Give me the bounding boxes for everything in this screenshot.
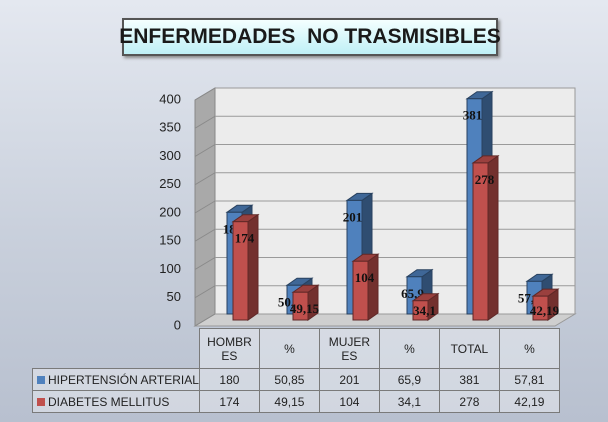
- y-tick-label: 0: [174, 317, 181, 332]
- bar: [232, 221, 249, 321]
- bar: [352, 260, 369, 321]
- table-value: 65,9: [378, 368, 440, 391]
- table-value: 49,15: [258, 390, 320, 413]
- table-value: 278: [438, 390, 500, 413]
- bar: [412, 300, 429, 321]
- grid-line: [194, 172, 216, 186]
- legend-label: HIPERTENSIÓN ARTERIAL: [48, 372, 199, 387]
- table-value: 381: [438, 368, 500, 391]
- grid-line: [194, 257, 216, 270]
- y-tick-label: 200: [159, 204, 181, 219]
- category-label: %: [258, 328, 320, 369]
- bar-side: [367, 253, 379, 321]
- data-label: 381: [463, 108, 483, 123]
- y-tick-label: 150: [159, 233, 181, 248]
- legend-swatch: [37, 397, 45, 406]
- data-label: 278: [475, 172, 495, 187]
- data-label: 42,19: [530, 303, 560, 318]
- category-label: %: [378, 328, 440, 369]
- legend-entry: HIPERTENSIÓN ARTERIAL: [32, 368, 200, 391]
- grid-line: [194, 285, 216, 299]
- category-label: MUJERES: [318, 328, 380, 369]
- table-value: 50,85: [258, 368, 320, 391]
- chart-title: ENFERMEDADES NO TRASMISIBLES: [119, 18, 501, 56]
- table-row: HIPERTENSIÓN ARTERIAL 180 50,85 201 65,9 381 5…: [32, 368, 560, 391]
- y-tick-label: 300: [159, 148, 181, 163]
- y-tick-label: 250: [159, 176, 181, 191]
- table-value: 104: [318, 390, 380, 413]
- data-label: 49,15: [290, 301, 320, 316]
- table-header: HOMBRES% MUJERES% TOTAL%: [33, 328, 560, 369]
- table-value: 201: [318, 368, 380, 391]
- grid-line: [194, 228, 216, 242]
- data-label: 174: [235, 231, 255, 246]
- data-label: 201: [343, 209, 363, 224]
- category-label: %: [498, 328, 560, 369]
- y-tick-label: 350: [159, 120, 181, 135]
- bar: [532, 295, 549, 321]
- table-value: 180: [198, 368, 260, 391]
- y-tick-label: 50: [167, 289, 181, 304]
- category-label: HOMBRES: [198, 328, 260, 369]
- legend-entry: DIABETES MELLITUS: [32, 390, 200, 413]
- table-row: DIABETES MELLITUS 174 49,15 104 34,1 278 42,19: [32, 390, 560, 413]
- grid-line: [194, 144, 216, 157]
- grid-line: [194, 115, 216, 129]
- data-label: 34,1: [413, 303, 436, 318]
- legend-label: DIABETES MELLITUS: [48, 394, 170, 409]
- grid-line: [194, 313, 216, 327]
- data-label: 104: [355, 270, 375, 285]
- table-value: 42,19: [498, 390, 560, 413]
- bar: [472, 162, 489, 321]
- legend-swatch: [37, 375, 45, 384]
- table-value: 174: [198, 390, 260, 413]
- y-tick-label: 100: [159, 261, 181, 276]
- y-tick-label: 400: [159, 91, 181, 106]
- table-value: 34,1: [378, 390, 440, 413]
- data-table: HOMBRES% MUJERES% TOTAL% HIPERTENSIÓN ARTER…: [32, 328, 560, 413]
- bar: [292, 291, 309, 321]
- grid-line: [194, 200, 216, 214]
- category-label: TOTAL: [438, 328, 500, 369]
- corner: [33, 329, 200, 369]
- table-value: 57,81: [498, 368, 560, 391]
- grid-line: [194, 87, 216, 101]
